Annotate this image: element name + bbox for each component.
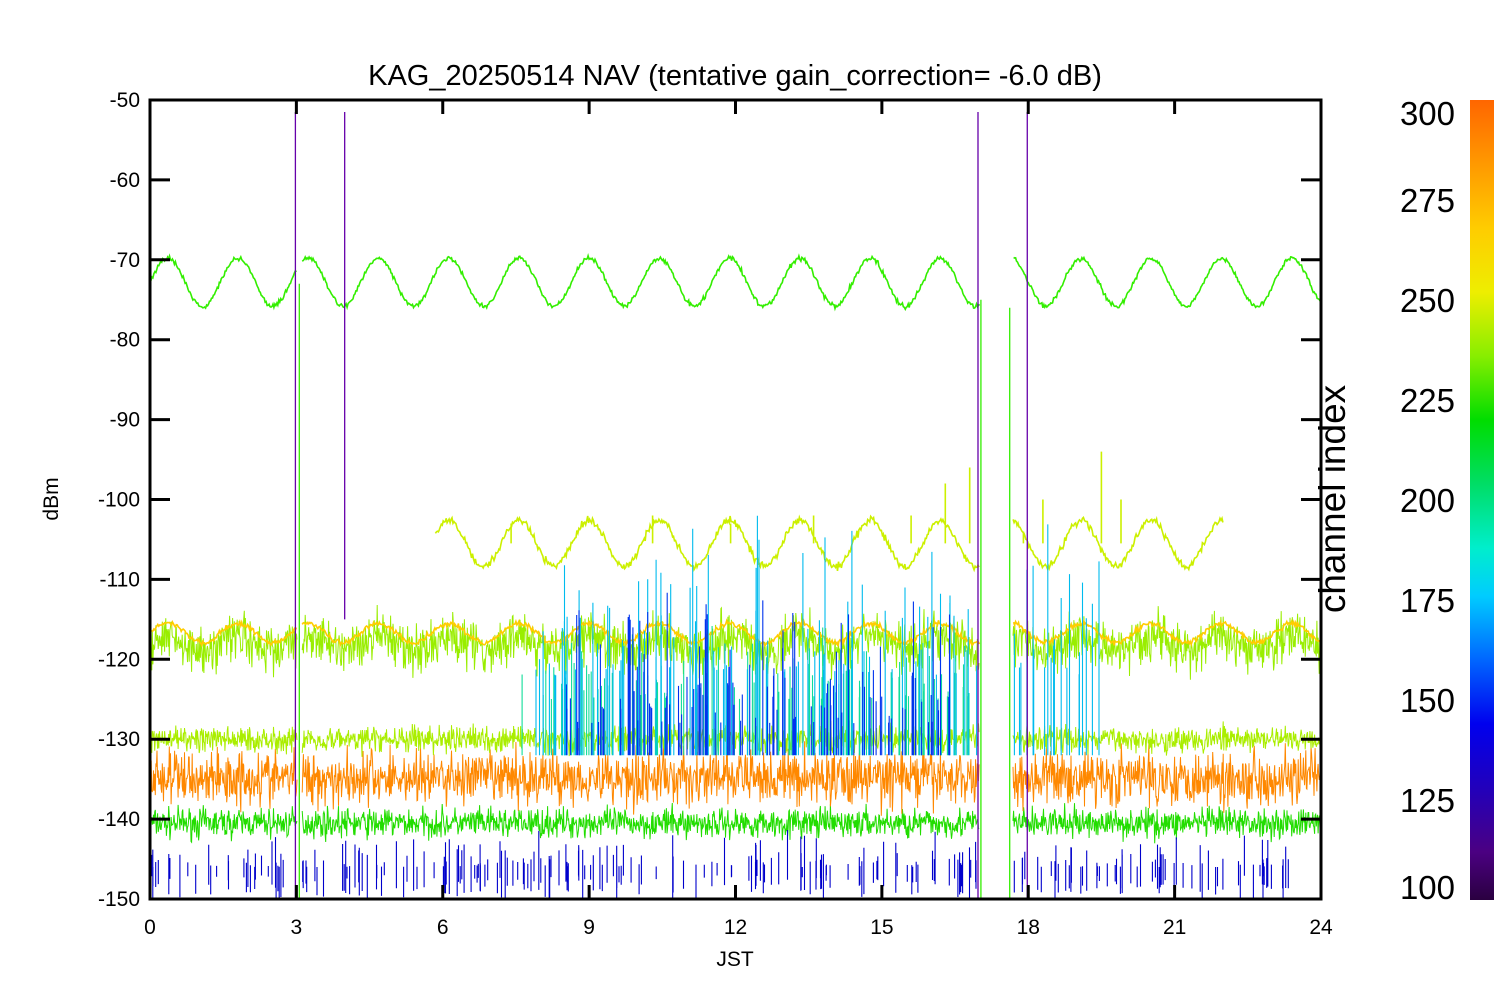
burst-series-ch140 [151,830,1289,899]
colorbar-tick-label-7: 275 [1400,182,1455,219]
series-line-ch290 [150,741,1321,816]
y-tick-label-4: -90 [110,409,140,432]
x-tick-label-1: 3 [291,916,303,939]
series-line-ch240 [150,253,1321,312]
x-tick-label-6: 18 [1017,916,1040,939]
x-tick-label-0: 0 [144,916,156,939]
x-tick-label-4: 12 [724,916,747,939]
y-tick-label-5: -100 [98,489,140,512]
burst-series-ch145 [565,592,951,756]
chart-title: KAG_20250514 NAV (tentative gain_correct… [368,60,1102,92]
series-line-ch272 [150,618,1321,648]
colorbar-tick-label-3: 175 [1400,582,1455,619]
colorbar-tick-label-0: 100 [1400,869,1455,906]
x-tick-label-7: 21 [1163,916,1186,939]
colorbar-tick-label-2: 150 [1400,682,1455,719]
colorbar-tick-label-1: 125 [1400,782,1455,819]
y-tick-label-1: -60 [110,169,140,192]
x-tick-label-5: 15 [870,916,893,939]
y-axis-ticks: -50 -60 -70 -80 -90 -100 -110 -120 -130 -140 -150 [98,89,1321,911]
y-tick-label-9: -140 [98,808,140,831]
x-axis-ticks: 0 3 6 9 12 15 18 21 24 [144,100,1333,939]
y-tick-label-7: -120 [98,648,140,671]
plot-data [150,111,1321,899]
y-tick-label-10: -150 [98,888,140,911]
colorbar-tick-label-4: 200 [1400,482,1455,519]
y-tick-label-6: -110 [100,568,140,591]
y-tick-label-8: -130 [98,728,140,751]
x-tick-label-8: 24 [1309,916,1333,939]
y-tick-label-3: -80 [110,329,140,352]
y-tick-label-2: -70 [110,249,140,272]
series-line-ch255 [150,604,1321,680]
x-axis-label: JST [716,948,754,971]
colorbar-title: channel index [1312,384,1353,613]
series-line-ch245 [150,802,1321,844]
x-tick-label-2: 6 [437,916,449,939]
x-tick-label-3: 9 [583,916,595,939]
colorbar-tick-label-6: 250 [1400,282,1455,319]
colorbar-ticks: 100 125 150 175 200 225 250 275 300 [1400,95,1455,906]
series-line-ch258 [150,721,1321,757]
series-line-ch263 [434,451,1224,573]
colorbar-tick-label-5: 225 [1400,382,1455,419]
colorbar-tick-label-8: 300 [1400,95,1455,132]
y-axis-label: dBm [40,477,63,520]
colorbar [1470,100,1494,900]
y-tick-label-0: -50 [110,89,140,112]
